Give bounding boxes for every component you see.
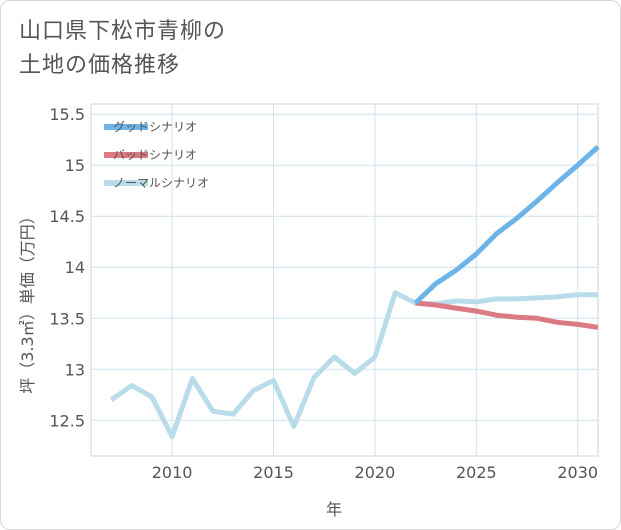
- y-tick-label: 14: [65, 258, 85, 277]
- grid-lines: [91, 104, 598, 456]
- legend-label-bad: バッドシナリオ: [113, 148, 197, 162]
- y-axis-label: 坪（3.3㎡）単価（万円）: [18, 208, 37, 393]
- series-line-good: [413, 145, 600, 305]
- y-tick-label: 12.5: [49, 411, 85, 430]
- y-tick-label: 13: [65, 360, 85, 379]
- plot-area: [90, 103, 599, 457]
- title-line-2: 土地の価格推移: [19, 53, 181, 78]
- legend-label-normal: ノーマルシナリオ: [113, 176, 209, 190]
- y-axis-ticks: 12.5 13 13.5 14 14.5 15 15.5: [49, 105, 85, 430]
- series-group: [109, 145, 600, 440]
- title-line-1: 山口県下松市青柳の: [19, 19, 227, 44]
- legend-label-good: グッドシナリオ: [113, 120, 197, 134]
- x-tick-label: 2020: [355, 463, 396, 482]
- series-line-normal: [109, 290, 598, 440]
- y-tick-label: 15: [65, 156, 85, 175]
- y-tick-label: 14.5: [49, 207, 85, 226]
- x-tick-label: 2015: [253, 463, 294, 482]
- y-tick-label: 13.5: [49, 309, 85, 328]
- x-axis-ticks: 2010 2015 2020 2025 2030: [152, 463, 598, 482]
- series-line-bad: [415, 300, 599, 330]
- x-tick-label: 2010: [152, 463, 193, 482]
- x-axis-label: 年: [326, 500, 342, 519]
- y-tick-label: 15.5: [49, 105, 85, 124]
- x-tick-label: 2030: [557, 463, 598, 482]
- page-title: 山口県下松市青柳の 土地の価格推移: [19, 15, 226, 83]
- x-tick-label: 2025: [456, 463, 497, 482]
